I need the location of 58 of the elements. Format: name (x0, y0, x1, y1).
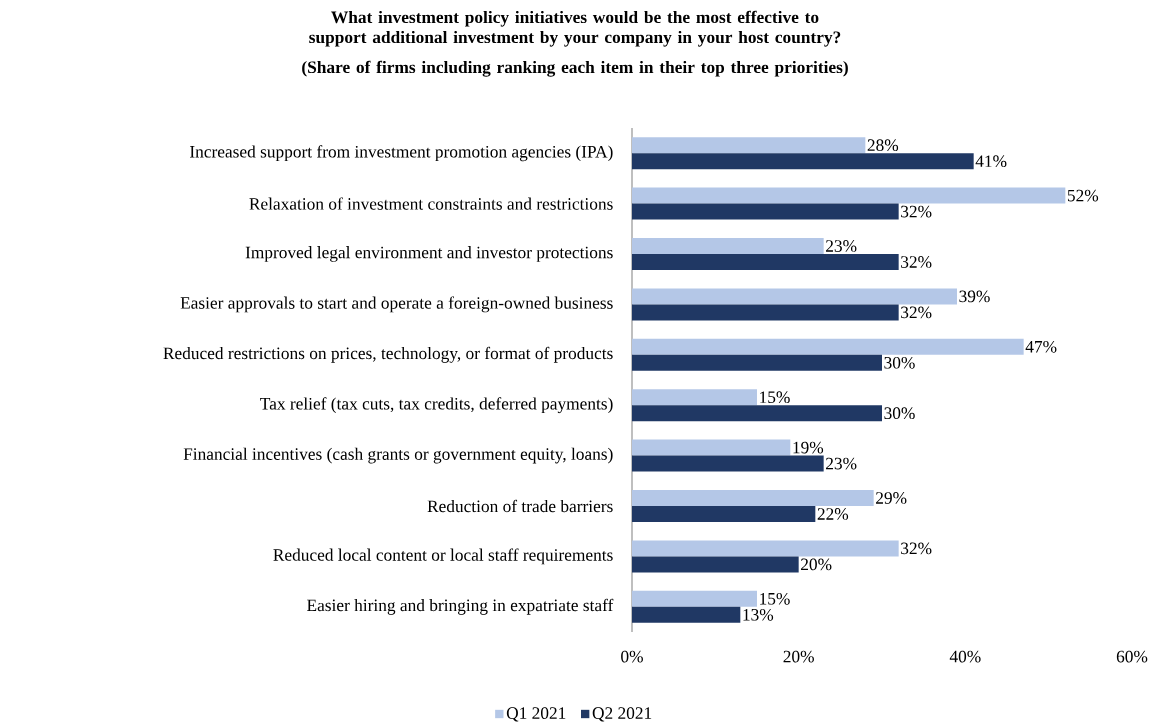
bar (632, 203, 899, 220)
bar (632, 338, 1024, 355)
bar (632, 253, 899, 270)
bar (632, 606, 741, 623)
bar (632, 237, 824, 254)
bar (632, 439, 791, 456)
y-tick-label: Easier hiring and bringing in expatriate staff (307, 598, 614, 615)
y-tick-label: Tax relief (tax cuts, tax credits, deferred payments) (260, 397, 613, 414)
chart-subtitle: (Share of firms including ranking each item in their top three priorities) (302, 60, 848, 77)
data-label: 39% (959, 290, 990, 303)
bar (632, 137, 866, 154)
bar (632, 153, 974, 170)
data-label: 41% (975, 155, 1007, 168)
data-label: 19% (793, 441, 824, 454)
y-tick-label: Financial incentives (cash grants or government equity, loans) (183, 447, 613, 464)
data-label: 15% (760, 592, 790, 605)
bar (632, 455, 824, 472)
y-tick-label: Improved legal environment and investor protections (245, 246, 613, 262)
bar (632, 405, 882, 422)
data-label: 32% (901, 306, 932, 319)
data-label: 32% (901, 256, 932, 268)
data-label: 47% (1025, 340, 1057, 353)
data-label: 20% (801, 558, 832, 571)
bar (632, 489, 874, 506)
bar (632, 505, 816, 522)
data-label: 23% (826, 240, 857, 252)
y-tick-label: Reduced restrictions on prices, technology, or format of products (163, 346, 613, 363)
y-tick-label: Reduction of trade barriers (427, 499, 613, 513)
y-tick-label: Easier approvals to start and operate a foreign-owned business (180, 296, 613, 313)
x-tick-label: 60% (1116, 650, 1148, 663)
bar (632, 556, 799, 573)
data-label: 13% (743, 608, 774, 621)
y-tick-label: Relaxation of investment constraints and restrictions (249, 197, 613, 210)
data-label: 29% (876, 492, 907, 504)
bar (632, 540, 899, 557)
bar (632, 187, 1066, 204)
data-label: 32% (901, 205, 932, 218)
x-tick-label: 20% (783, 650, 814, 663)
data-label: 30% (884, 356, 915, 369)
data-label: 23% (826, 457, 857, 470)
data-label: 32% (901, 542, 932, 555)
bar (632, 354, 882, 371)
legend-label: Q1 2021 (506, 707, 566, 722)
data-label: 30% (884, 407, 915, 420)
legend-label: Q2 2021 (592, 707, 652, 722)
data-label: 28% (867, 139, 899, 152)
y-tick-label: Increased support from investment promotion agencies (IPA) (190, 145, 613, 162)
bar (632, 389, 757, 406)
x-tick-label: 0% (621, 650, 643, 663)
y-tick-label: Reduced local content or local staff requirements (273, 548, 613, 565)
data-label: 22% (817, 508, 849, 520)
data-label: 15% (760, 391, 790, 404)
bar (632, 590, 757, 607)
x-tick-label: 40% (949, 650, 981, 663)
bar (632, 304, 899, 321)
chart-title: What investment policy initiatives would be the most effective to support additional investment by your company in your host country? (309, 10, 841, 47)
data-label: 52% (1067, 189, 1099, 202)
bar (632, 288, 957, 305)
